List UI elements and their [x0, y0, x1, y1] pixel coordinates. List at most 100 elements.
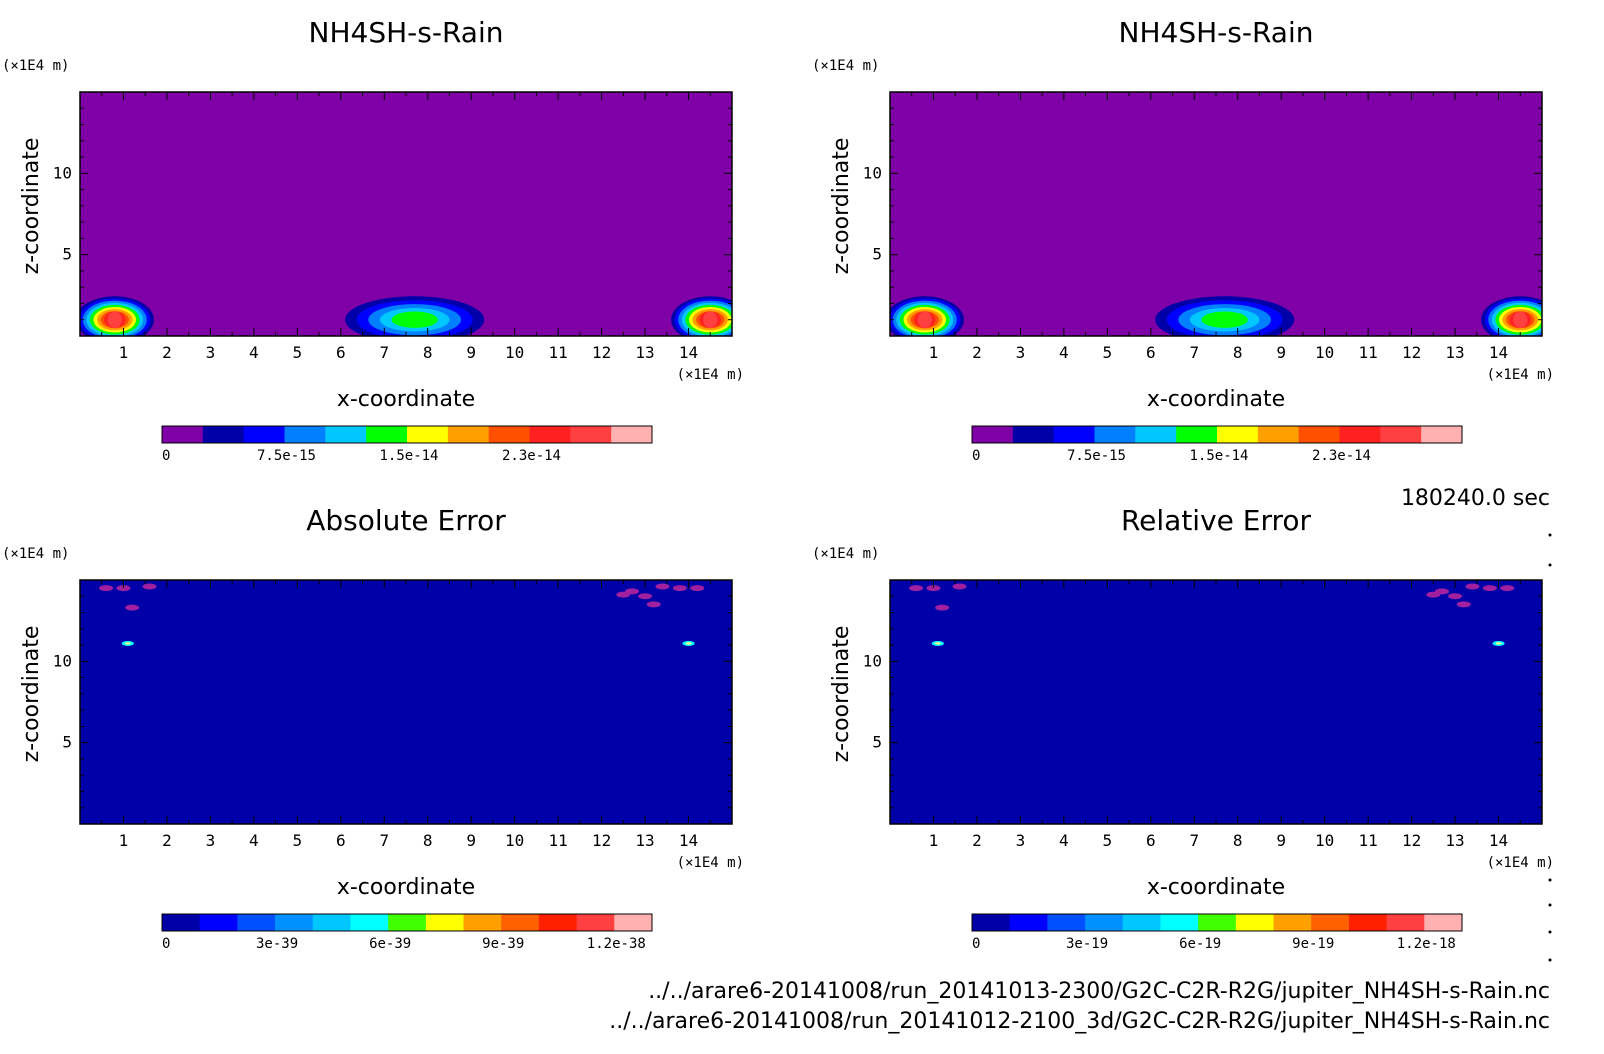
- colorbar-swatch: [538, 914, 578, 931]
- x-axis-label: x-coordinate: [1147, 875, 1285, 900]
- x-tick-label: 7: [1189, 343, 1199, 362]
- x-axis-label: x-coordinate: [1147, 387, 1285, 412]
- colorbar-swatch: [275, 914, 314, 931]
- colorbar-swatch: [1380, 426, 1422, 443]
- error-speck-6: [1448, 593, 1463, 600]
- x-tick-label: 14: [679, 343, 698, 362]
- x-tick-label: 6: [1146, 831, 1156, 850]
- x-tick-label: 5: [1103, 343, 1113, 362]
- x-axis-label: x-coordinate: [337, 387, 475, 412]
- x-unit-label: (×1E4 m): [677, 855, 744, 871]
- y-unit-label: (×1E4 m): [812, 546, 879, 562]
- edge-dot-4: [1548, 903, 1552, 907]
- chart-title: Relative Error: [1121, 504, 1312, 537]
- error-speck-10: [646, 601, 661, 608]
- colorbar-swatch: [1298, 426, 1340, 443]
- x-tick-label: 12: [592, 831, 611, 850]
- colorbar-label: 6e-39: [369, 936, 411, 952]
- colorbar-swatch: [463, 914, 502, 931]
- rain-cell-1-level-10: [107, 311, 122, 328]
- plot-area: [80, 580, 732, 824]
- colorbar-swatch: [1424, 914, 1463, 931]
- x-tick-label: 12: [1402, 343, 1421, 362]
- error-speck-11: [1500, 585, 1515, 592]
- x-tick-label: 6: [336, 831, 346, 850]
- y-tick-label: 5: [872, 733, 882, 752]
- colorbar-label: 2.3e-14: [502, 448, 561, 464]
- x-tick-label: 6: [1146, 343, 1156, 362]
- colorbar-swatch: [1085, 914, 1124, 931]
- colorbar-label: 7.5e-15: [1067, 448, 1126, 464]
- colorbar-label: 0: [972, 936, 980, 952]
- y-tick-label: 10: [863, 163, 882, 182]
- x-tick-label: 13: [635, 831, 654, 850]
- x-tick-label: 5: [293, 831, 303, 850]
- x-tick-label: 9: [1276, 343, 1286, 362]
- edge-dot-2: [1548, 563, 1552, 567]
- x-tick-label: 11: [1359, 343, 1378, 362]
- x-tick-label: 6: [336, 343, 346, 362]
- error-speck-7: [1465, 583, 1480, 590]
- x-tick-label: 7: [379, 831, 389, 850]
- edge-dot-1: [1548, 533, 1552, 537]
- file-path-1: ../../arare6-20141008/run_20141013-2300/…: [648, 979, 1550, 1004]
- colorbar-swatch: [1053, 426, 1095, 443]
- chart-title: NH4SH-s-Rain: [309, 16, 504, 49]
- colorbar-swatch: [202, 426, 245, 443]
- colorbar-swatch: [237, 914, 276, 931]
- colorbar-swatch: [972, 914, 1011, 931]
- x-tick-label: 13: [635, 343, 654, 362]
- colorbar-swatch: [614, 914, 653, 931]
- plot-background: [80, 92, 732, 336]
- y-tick-label: 10: [53, 651, 72, 670]
- colorbar-swatch: [407, 426, 449, 443]
- x-tick-label: 8: [423, 831, 433, 850]
- colorbar-swatch: [1135, 426, 1177, 443]
- plot-background: [890, 92, 1542, 336]
- y-unit-label: (×1E4 m): [2, 58, 69, 74]
- chart-title: NH4SH-s-Rain: [1119, 16, 1314, 49]
- plot-background: [80, 580, 732, 824]
- x-tick-label: 4: [249, 343, 259, 362]
- y-unit-label: (×1E4 m): [812, 58, 879, 74]
- colorbar-swatch: [501, 914, 540, 931]
- colorbar-swatch: [1122, 914, 1161, 931]
- error-hotspot-core-2: [685, 642, 692, 645]
- colorbar-swatch: [447, 426, 490, 443]
- colorbar-swatch: [1160, 914, 1199, 931]
- chart-panel-1: NH4SH-s-Rain(×1E4 m)1 2 3 4 5 6 7 8 9 10 11 12 13 145…: [2, 16, 744, 464]
- error-speck-8: [1482, 585, 1497, 592]
- y-unit-label: (×1E4 m): [2, 546, 69, 562]
- x-tick-label: 1: [929, 831, 939, 850]
- y-tick-label: 5: [62, 733, 72, 752]
- x-tick-label: 10: [505, 343, 524, 362]
- error-hotspot-core-1: [934, 642, 941, 645]
- colorbar-swatch: [1311, 914, 1350, 931]
- x-tick-label: 7: [379, 343, 389, 362]
- colorbar-label: 1.5e-14: [379, 448, 438, 464]
- colorbar-swatch: [611, 426, 653, 443]
- error-speck-2: [142, 583, 157, 590]
- edge-dot-5: [1548, 930, 1552, 934]
- colorbar-label: 1.2e-38: [587, 936, 646, 952]
- error-speck-9: [1426, 591, 1441, 598]
- x-tick-label: 4: [1059, 343, 1069, 362]
- x-tick-label: 3: [206, 831, 216, 850]
- x-tick-label: 2: [972, 343, 982, 362]
- error-speck-8: [672, 585, 687, 592]
- colorbar-swatch: [1339, 426, 1381, 443]
- error-speck-2: [952, 583, 967, 590]
- colorbar-swatch: [162, 914, 201, 931]
- error-speck-4: [935, 604, 950, 611]
- colorbar-swatch: [1421, 426, 1463, 443]
- x-tick-label: 5: [1103, 831, 1113, 850]
- colorbar-label: 6e-19: [1179, 936, 1221, 952]
- colorbar-swatch: [1273, 914, 1312, 931]
- colorbar-swatch: [972, 426, 1014, 443]
- colorbar-swatch: [1047, 914, 1086, 931]
- x-tick-label: 11: [1359, 831, 1378, 850]
- colorbar-label: 3e-39: [256, 936, 298, 952]
- x-unit-label: (×1E4 m): [1487, 367, 1554, 383]
- error-speck-7: [655, 583, 670, 590]
- x-tick-label: 2: [162, 831, 172, 850]
